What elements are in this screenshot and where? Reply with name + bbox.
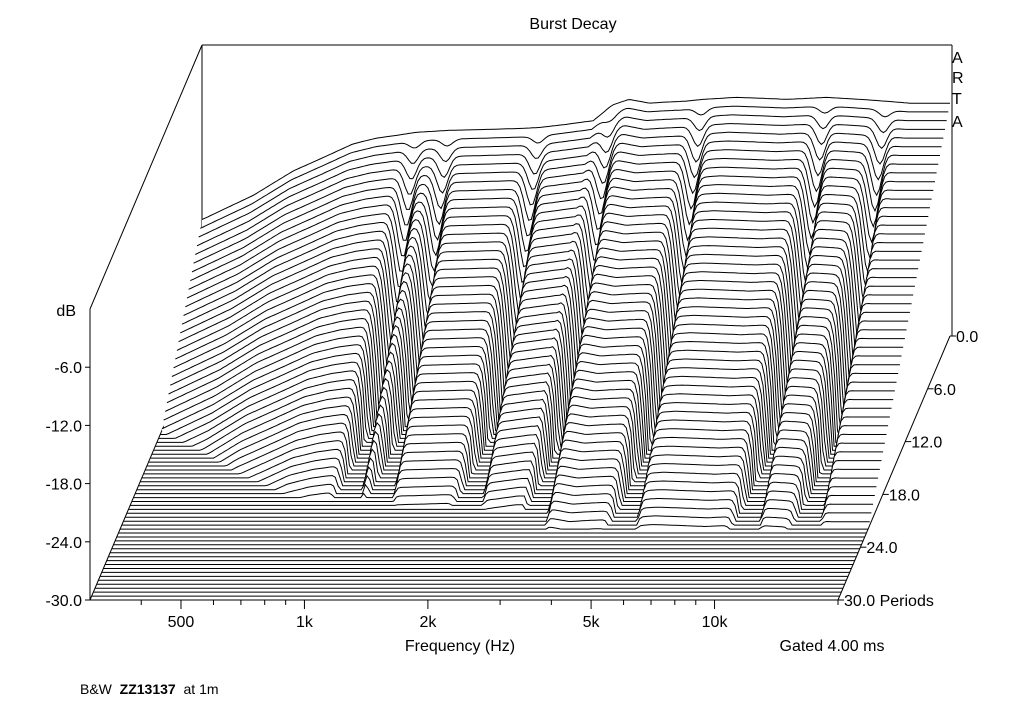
x-tick-label: 10k xyxy=(702,614,729,631)
decay-slice-line xyxy=(193,140,942,264)
decay-slice-line xyxy=(125,498,874,518)
decay-slice-line xyxy=(121,515,870,526)
decay-slice-fill xyxy=(121,515,870,526)
brand-letter: A xyxy=(952,114,963,131)
footer-model: ZZ13137 xyxy=(119,681,176,697)
y-tick-label: -12.0 xyxy=(46,418,83,435)
decay-slice-line xyxy=(140,419,889,483)
brand-letter: T xyxy=(952,91,962,108)
chart-axes: -6.0 -12.0 -18.0 -24.0 -30.0 500 1k 2k 5k 10k 0.0 6… xyxy=(46,309,978,631)
y-tick-label: -6.0 xyxy=(54,360,82,377)
decay-slice-line xyxy=(128,480,877,510)
decay-slice-line xyxy=(198,114,947,238)
decay-slice-line xyxy=(200,105,949,229)
decay-slice-line xyxy=(185,184,934,308)
y-tick-label: -24.0 xyxy=(46,535,83,552)
x-tick-label: 500 xyxy=(168,614,195,631)
x-tick-label: 2k xyxy=(419,614,437,631)
decay-slice-line xyxy=(135,445,884,495)
y-axis-label: dB xyxy=(56,303,76,320)
chart-title: Burst Decay xyxy=(529,16,616,33)
decay-slice-line xyxy=(133,454,882,499)
decay-slice-line xyxy=(201,96,950,221)
chart-frame xyxy=(89,44,953,601)
z-tick-label: 12.0 xyxy=(911,435,942,452)
top-left-edge xyxy=(89,44,203,310)
y-tick-label: -30.0 xyxy=(46,593,83,610)
decay-slice-line xyxy=(148,375,897,463)
decay-slice-line xyxy=(183,192,932,316)
brand-logo: A R T A xyxy=(952,50,964,131)
z-tick-label: 6.0 xyxy=(934,382,956,399)
y-tick-label: -18.0 xyxy=(46,477,83,494)
decay-slice-line xyxy=(146,384,895,467)
brand-letter: R xyxy=(952,70,964,87)
decay-slice-line xyxy=(188,166,937,290)
decay-slice-line xyxy=(191,149,940,273)
x-tick-label: 5k xyxy=(583,614,601,631)
decay-slice-line xyxy=(130,471,879,506)
decay-slice-line xyxy=(136,436,885,491)
footer-caption: B&W ZZ13137 at 1m xyxy=(80,681,219,697)
decay-slice-line xyxy=(138,428,887,487)
z-tick-label: 24.0 xyxy=(866,540,897,557)
decay-slice-line xyxy=(131,463,880,502)
decay-slice-line xyxy=(141,410,890,479)
gating-label: Gated 4.00 ms xyxy=(780,638,885,655)
decay-slice-line xyxy=(195,131,944,255)
x-axis-label: Frequency (Hz) xyxy=(405,638,515,655)
brand-letter: A xyxy=(952,50,963,67)
x-tick-label: 1k xyxy=(296,614,314,631)
footer-prefix: B&W xyxy=(80,681,112,697)
decay-slice-line xyxy=(186,175,935,299)
footer-suffix: at 1m xyxy=(183,681,219,697)
decay-slice-line xyxy=(190,158,939,282)
decay-slice-line xyxy=(120,524,869,530)
z-tick-label: 0.0 xyxy=(956,329,978,346)
z-tick-label: 30.0 Periods xyxy=(844,593,934,610)
decay-slice-line xyxy=(126,489,875,514)
decay-slice-line xyxy=(196,123,945,247)
z-axis-line xyxy=(837,335,951,601)
decay-slices xyxy=(90,96,950,601)
z-tick-label: 18.0 xyxy=(889,487,920,504)
decay-slice-line xyxy=(143,402,892,475)
decay-slice-line xyxy=(145,393,894,471)
decay-slice-line xyxy=(123,506,872,522)
